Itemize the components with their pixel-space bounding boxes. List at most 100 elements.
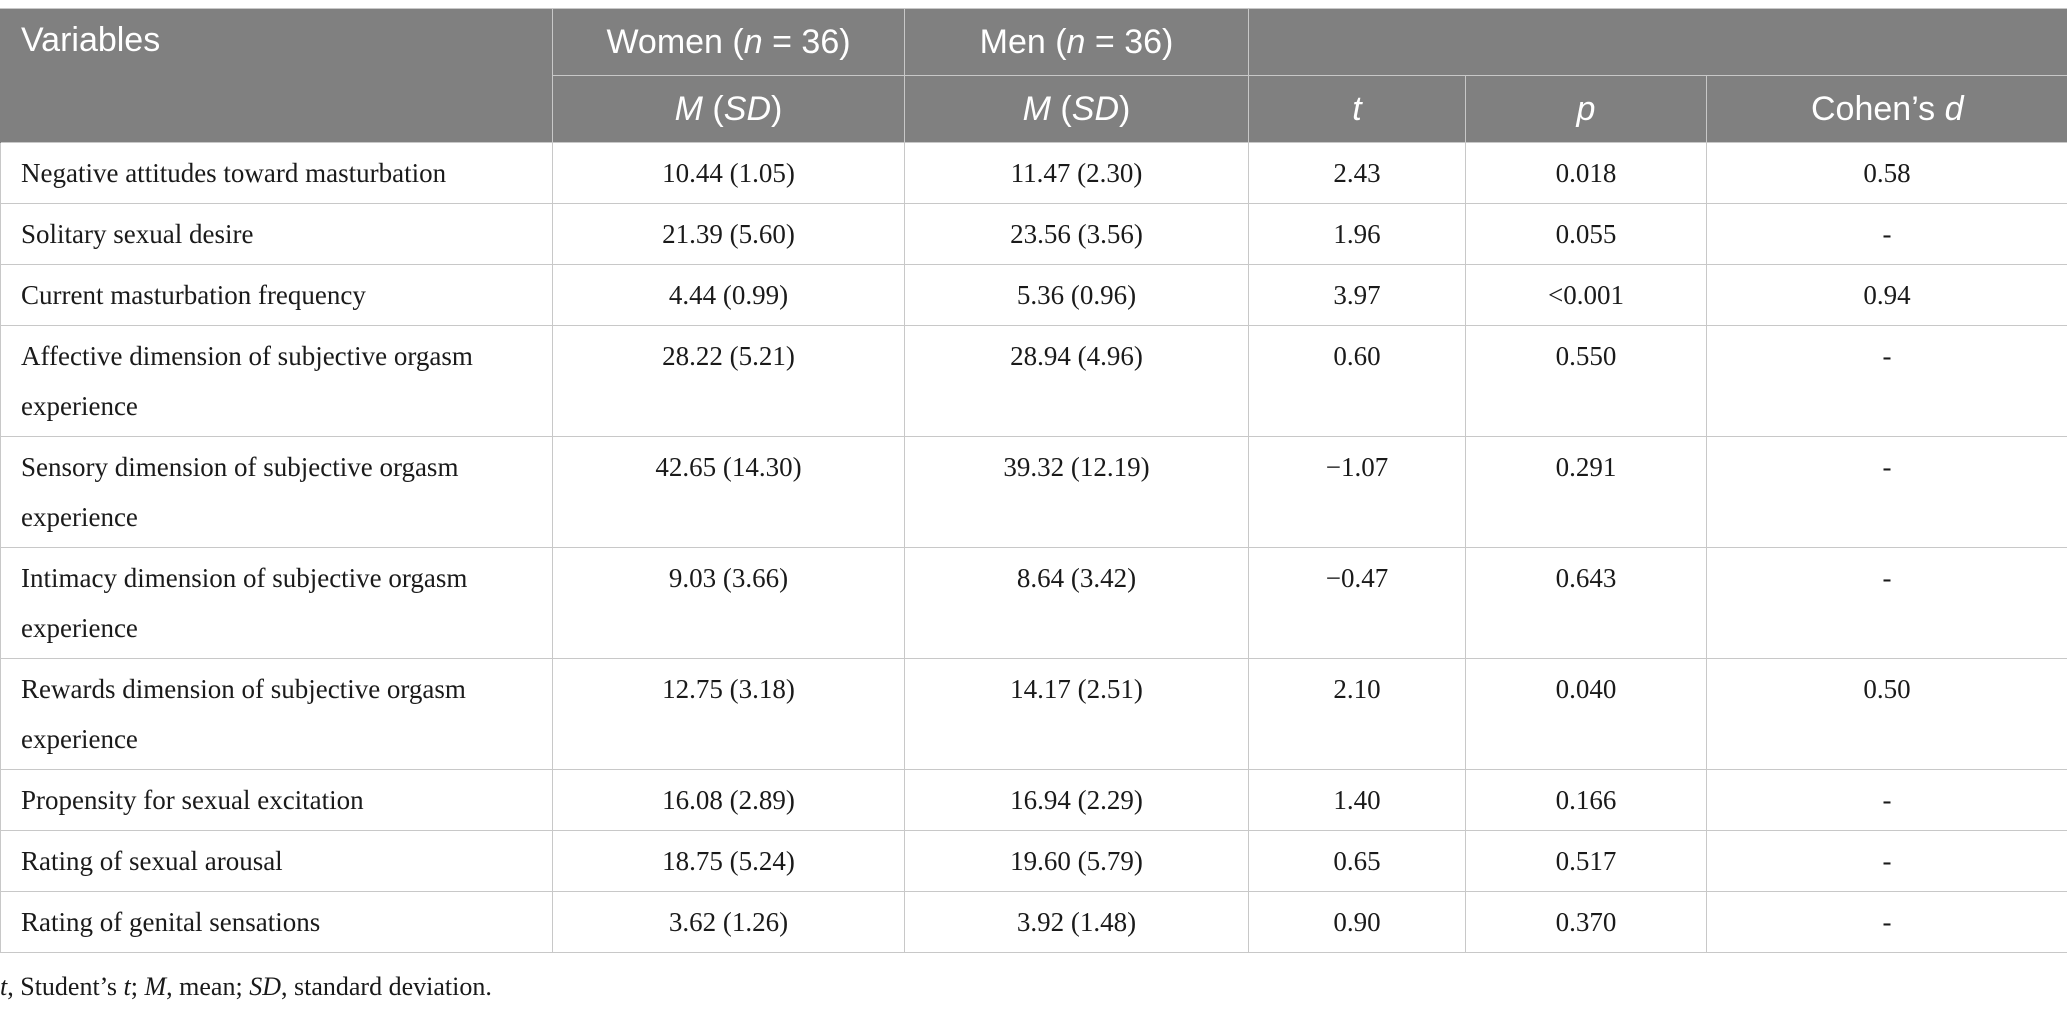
variable-cell: Rewards dimension of subjective orgasm e… [0, 658, 553, 770]
men-msd-cell: 23.56 (3.56) [904, 203, 1249, 265]
header-women: Women (n = 36) [552, 8, 905, 76]
women-msd-cell: 42.65 (14.30) [552, 436, 905, 548]
table-row: Sensory dimension of subjective orgasm e… [0, 436, 2067, 548]
t-value-cell: 0.90 [1248, 891, 1466, 953]
cohens-d-cell: - [1706, 769, 2067, 831]
t-value-cell: −1.07 [1248, 436, 1466, 548]
note-t-symbol: t [0, 972, 8, 1001]
header-t: t [1248, 75, 1466, 143]
cohens-d-cell: 0.94 [1706, 264, 2067, 326]
note-t-symbol-2: t [123, 972, 131, 1001]
cohens-d-cell: - [1706, 203, 2067, 265]
men-msd-cell: 5.36 (0.96) [904, 264, 1249, 326]
men-msd-cell: 3.92 (1.48) [904, 891, 1249, 953]
table-row: Rewards dimension of subjective orgasm e… [0, 658, 2067, 770]
variable-cell: Propensity for sexual excitation [0, 769, 553, 831]
sd-symbol: SD [723, 89, 771, 128]
header-cohens-d: Cohen’s d [1706, 75, 2067, 143]
p-value-cell: 0.550 [1465, 325, 1707, 437]
table-header: Variables Women (n = 36) Men (n = 36) M … [0, 8, 2067, 143]
p-value-cell: 0.040 [1465, 658, 1707, 770]
women-label: Women ( [606, 22, 744, 61]
men-msd-cell: 19.60 (5.79) [904, 830, 1249, 892]
women-msd-cell: 28.22 (5.21) [552, 325, 905, 437]
women-msd-cell: 18.75 (5.24) [552, 830, 905, 892]
women-msd-cell: 12.75 (3.18) [552, 658, 905, 770]
header-variables-label: Variables [21, 21, 161, 59]
t-value-cell: 3.97 [1248, 264, 1466, 326]
paren-open: ( [1050, 89, 1072, 128]
results-table: Variables Women (n = 36) Men (n = 36) M … [0, 8, 2067, 953]
men-msd-cell: 14.17 (2.51) [904, 658, 1249, 770]
men-msd-cell: 11.47 (2.30) [904, 142, 1249, 204]
p-value-cell: 0.055 [1465, 203, 1707, 265]
t-symbol: t [1352, 89, 1362, 128]
paren-close: ) [771, 89, 783, 128]
t-value-cell: −0.47 [1248, 547, 1466, 659]
header-row-groups: Variables Women (n = 36) Men (n = 36) [0, 8, 2067, 143]
table-row: Negative attitudes toward masturbation 10… [0, 142, 2067, 204]
table-body: Negative attitudes toward masturbation 10… [0, 142, 2067, 953]
women-msd-cell: 4.44 (0.99) [552, 264, 905, 326]
variable-cell: Intimacy dimension of subjective orgasm … [0, 547, 553, 659]
variable-cell: Affective dimension of subjective orgasm… [0, 325, 553, 437]
variable-cell: Rating of sexual arousal [0, 830, 553, 892]
cohens-d-cell: 0.50 [1706, 658, 2067, 770]
men-label: Men ( [979, 22, 1067, 61]
header-men: Men (n = 36) [904, 8, 1249, 76]
note-text-3: , mean; [166, 972, 250, 1001]
d-symbol: d [1944, 89, 1964, 128]
women-msd-cell: 3.62 (1.26) [552, 891, 905, 953]
variable-cell: Rating of genital sensations [0, 891, 553, 953]
note-text-1: , Student’s [7, 972, 124, 1001]
cohens-d-cell: - [1706, 325, 2067, 437]
men-msd-cell: 16.94 (2.29) [904, 769, 1249, 831]
women-msd-cell: 21.39 (5.60) [552, 203, 905, 265]
header-p: p [1465, 75, 1707, 143]
men-msd-cell: 8.64 (3.42) [904, 547, 1249, 659]
cohens-d-cell: - [1706, 436, 2067, 548]
note-m-symbol: M [144, 972, 167, 1001]
t-value-cell: 1.96 [1248, 203, 1466, 265]
cohens-d-cell: 0.58 [1706, 142, 2067, 204]
women-msd-cell: 16.08 (2.89) [552, 769, 905, 831]
variable-cell: Current masturbation frequency [0, 264, 553, 326]
note-text-2: ; [130, 972, 145, 1001]
men-msd-cell: 39.32 (12.19) [904, 436, 1249, 548]
cohens-d-cell: - [1706, 547, 2067, 659]
header-row-stats: M (SD) M (SD) t p Cohen’s d [1, 75, 2067, 143]
women-count: = 36) [762, 22, 851, 61]
cohens-d-cell: - [1706, 830, 2067, 892]
header-women-msd: M (SD) [552, 75, 905, 143]
p-value-cell: 0.517 [1465, 830, 1707, 892]
paren-open: ( [702, 89, 724, 128]
table-row: Solitary sexual desire 21.39 (5.60) 23.56 … [0, 203, 2067, 265]
header-blank [1248, 8, 2067, 76]
table-row: Intimacy dimension of subjective orgasm … [0, 547, 2067, 659]
sd-symbol: SD [1071, 89, 1119, 128]
p-value-cell: 0.291 [1465, 436, 1707, 548]
women-msd-cell: 10.44 (1.05) [552, 142, 905, 204]
m-symbol: M [1022, 89, 1051, 128]
note-text-4: , standard deviation. [280, 972, 492, 1001]
p-value-cell: 0.370 [1465, 891, 1707, 953]
table-row: Current masturbation frequency 4.44 (0.99… [0, 264, 2067, 326]
t-value-cell: 0.60 [1248, 325, 1466, 437]
table-row: Affective dimension of subjective orgasm… [0, 325, 2067, 437]
m-symbol: M [674, 89, 703, 128]
variable-cell: Negative attitudes toward masturbation [0, 142, 553, 204]
men-n-symbol: n [1066, 22, 1086, 61]
p-value-cell: <0.001 [1465, 264, 1707, 326]
women-n-symbol: n [743, 22, 763, 61]
header-variables: Variables [0, 8, 553, 143]
paren-close: ) [1119, 89, 1131, 128]
table-row: Rating of genital sensations 3.62 (1.26) 3… [0, 891, 2067, 953]
cohens-d-cell: - [1706, 891, 2067, 953]
variable-cell: Sensory dimension of subjective orgasm e… [0, 436, 553, 548]
cohen-label: Cohen’s [1811, 89, 1945, 128]
note-sd-symbol: SD [249, 972, 281, 1001]
table-row: Propensity for sexual excitation 16.08 (2… [0, 769, 2067, 831]
table-row: Rating of sexual arousal 18.75 (5.24) 19.6… [0, 830, 2067, 892]
table-footnote: t, Student’s t; M, mean; SD, standard de… [0, 972, 492, 1002]
header-men-msd: M (SD) [904, 75, 1249, 143]
